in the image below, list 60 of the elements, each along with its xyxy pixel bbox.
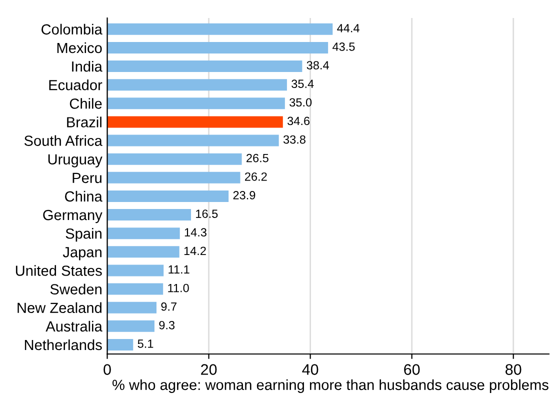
y-tick-label: Sweden (50, 284, 102, 294)
bar (107, 209, 192, 221)
y-tick-label: Netherlands (24, 339, 102, 350)
bar (107, 23, 333, 35)
data-label: 26.5 (246, 154, 268, 162)
data-label: 38.4 (306, 61, 329, 70)
data-label: 26.2 (245, 172, 267, 181)
data-label: 35.4 (292, 80, 314, 88)
data-label: 35.0 (290, 98, 312, 107)
bar (107, 190, 229, 202)
data-label: 34.6 (288, 116, 310, 126)
y-tick-label: New Zealand (18, 302, 102, 314)
bar (107, 153, 242, 165)
data-label: 43.5 (332, 42, 355, 51)
y-tick-label: United States (16, 265, 102, 276)
data-label: 9.3 (159, 320, 175, 330)
data-label: 16.5 (196, 210, 218, 218)
data-label: 23.9 (233, 191, 256, 200)
bar (107, 60, 302, 72)
data-label: 5.1 (138, 340, 154, 348)
bar (107, 42, 328, 54)
y-tick-label: Colombia (42, 24, 102, 35)
bar (107, 228, 180, 240)
y-tick-label: Chile (70, 98, 102, 109)
data-label: 14.3 (184, 228, 206, 237)
bar (107, 283, 164, 295)
data-label: 11.1 (168, 265, 190, 274)
bar (107, 246, 180, 258)
x-tick-label: 80 (506, 364, 522, 375)
bar (107, 79, 287, 91)
bar (107, 338, 134, 350)
y-tick-label: Brazil (67, 116, 102, 128)
y-tick-label: China (65, 190, 102, 202)
data-label: 14.2 (184, 246, 206, 255)
data-label: 9.7 (161, 302, 176, 311)
bar (107, 302, 156, 314)
data-label: 11.0 (168, 284, 189, 292)
bar (107, 134, 279, 146)
bar (107, 116, 283, 128)
y-tick-label: Japan (62, 247, 102, 260)
y-tick-label: Ecuador (49, 80, 102, 90)
data-label: 33.8 (283, 135, 306, 144)
bar (107, 98, 285, 110)
y-tick-label: South Africa (24, 135, 102, 146)
data-label: 44.4 (337, 24, 360, 32)
y-tick-label: Mexico (57, 42, 102, 54)
x-tick-label: 40 (302, 364, 318, 375)
y-tick-label: Germany (43, 210, 102, 224)
x-axis-title: % who agree: woman earning more than husbands cause problems (112, 379, 548, 393)
bar (107, 320, 154, 332)
y-tick-label: Peru (72, 172, 102, 184)
bar (107, 172, 240, 184)
y-tick-label: India (72, 60, 102, 72)
y-tick-label: Australia (46, 320, 102, 332)
y-tick-label: Spain (66, 228, 102, 242)
x-tick-label: 0 (104, 364, 111, 375)
x-tick-label: 60 (404, 364, 420, 375)
bar (107, 264, 164, 276)
x-tick-label: 20 (201, 364, 217, 375)
y-tick-label: Uruguay (48, 154, 102, 168)
